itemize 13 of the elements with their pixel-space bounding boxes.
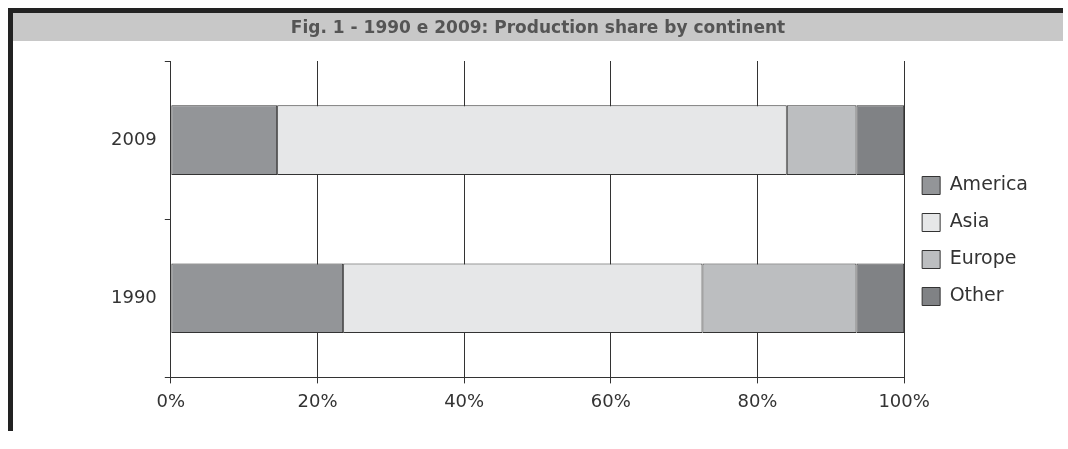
y-tick-label: 1990 (111, 285, 157, 307)
legend-label: Asia (949, 209, 990, 232)
x-tick-label: 0% (156, 389, 186, 411)
x-tick-label: 20% (297, 389, 338, 411)
legend-label: Europe (949, 246, 1017, 269)
chart-title: Fig. 1 - 1990 e 2009: Production share by continent (13, 13, 1063, 41)
legend-label: America (949, 172, 1028, 195)
y-tick-label: 2009 (111, 127, 157, 149)
legend-label: Other (949, 283, 1004, 306)
x-tick-label: 40% (444, 389, 485, 411)
x-tick-label: 100% (878, 389, 930, 411)
x-tick-label: 60% (590, 389, 631, 411)
x-tick-label: 80% (737, 389, 778, 411)
